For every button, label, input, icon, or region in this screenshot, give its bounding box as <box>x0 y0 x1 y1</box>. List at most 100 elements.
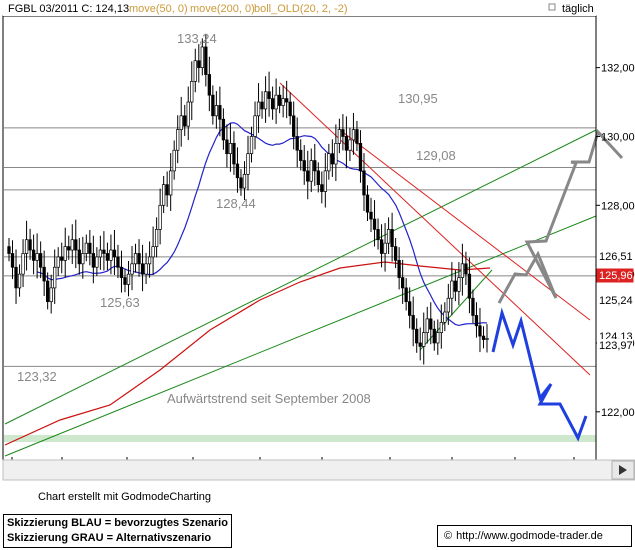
candle <box>77 238 81 275</box>
candle <box>56 247 60 277</box>
candle-body <box>408 301 412 316</box>
candle <box>10 240 15 280</box>
candle <box>439 304 443 349</box>
candle-body <box>31 249 36 261</box>
candle <box>190 61 194 121</box>
candle-body <box>151 246 155 258</box>
candle <box>408 287 412 329</box>
candle <box>467 257 472 314</box>
candle <box>436 319 440 355</box>
candle <box>327 143 331 180</box>
candle <box>386 217 391 255</box>
candle <box>253 101 257 150</box>
candle-body <box>422 332 426 347</box>
candle-body <box>137 253 141 265</box>
moving-averages <box>4 122 491 446</box>
copyright-icon: © <box>444 530 453 542</box>
candle-body <box>404 287 408 303</box>
candle <box>302 145 306 185</box>
candle <box>116 244 120 279</box>
candle-body <box>105 253 110 261</box>
candle-body <box>98 249 103 258</box>
scrollbar[interactable] <box>2 459 635 481</box>
candle <box>429 302 433 345</box>
indicator-move200: move(200, 0) <box>190 3 255 15</box>
y-tick-label: 132,00 <box>601 63 635 75</box>
candle <box>432 320 436 351</box>
candle <box>74 219 78 269</box>
candle-body <box>313 160 317 172</box>
candle-body <box>369 211 373 220</box>
candle <box>53 249 57 304</box>
candle <box>7 238 11 262</box>
candle-body <box>197 60 201 68</box>
candle <box>450 262 454 316</box>
candle-body <box>21 253 25 275</box>
candle-body <box>179 115 183 130</box>
candle <box>144 252 148 284</box>
level-label: 130,95 <box>398 91 438 106</box>
price-tag: 125,24 <box>597 294 633 307</box>
level-labels: 133,24 130,95 129,08 128,44 125,63 123,32 <box>17 31 456 384</box>
candle-body <box>193 60 197 82</box>
candle <box>362 153 366 211</box>
candle <box>358 130 363 183</box>
candle-body <box>285 98 289 103</box>
candle-body <box>365 194 370 213</box>
candle-body <box>306 170 310 182</box>
candle-body <box>439 321 443 334</box>
candles <box>7 33 489 365</box>
blue-scenario-path <box>491 307 588 442</box>
candle <box>67 235 71 260</box>
candle <box>267 71 271 117</box>
downtrend-line-lower <box>339 129 591 321</box>
candle <box>151 226 155 275</box>
candle <box>119 250 124 293</box>
candle-body <box>400 277 405 289</box>
candle-body <box>263 91 268 110</box>
candle-body <box>478 325 482 337</box>
candle-body <box>81 253 85 265</box>
candle-body <box>228 142 233 155</box>
candle <box>281 85 285 118</box>
candle-body <box>95 256 99 268</box>
candle-body <box>214 105 219 117</box>
candle-body <box>102 249 106 254</box>
candle-body <box>292 115 296 137</box>
candle <box>330 139 335 177</box>
price-tag-bg <box>597 294 633 307</box>
chart-credit: Chart erstellt mit GodmodeCharting <box>38 491 212 503</box>
candle-body <box>28 239 32 251</box>
candle <box>197 44 201 83</box>
website-link[interactable]: © http://www.godmode-trader.de <box>437 525 632 547</box>
candle-body <box>299 149 303 161</box>
candle-body <box>376 229 380 241</box>
candle-body <box>485 338 489 340</box>
candle <box>246 135 250 191</box>
candle-body <box>169 170 173 196</box>
scenario-legend: Skizzierung BLAU = bevorzugtes Szenario … <box>3 514 232 548</box>
candle <box>263 76 268 123</box>
candle <box>460 243 465 296</box>
price-tag-label: 125,96 <box>599 270 633 282</box>
candle <box>285 80 289 119</box>
candle <box>14 249 18 304</box>
candle-body <box>109 249 113 261</box>
candle <box>443 302 447 332</box>
candle-body <box>249 136 254 155</box>
candle-body <box>172 149 176 172</box>
plot-area <box>2 15 597 461</box>
symbol-info: FGBL 03/2011 C: 124,13 <box>8 3 129 15</box>
price-tag-bg <box>596 268 634 283</box>
candle-body <box>418 342 422 347</box>
candle-body <box>154 229 159 247</box>
candle-body <box>225 139 229 155</box>
candle <box>102 231 106 271</box>
website-url[interactable]: http://www.godmode-trader.de <box>456 530 603 542</box>
candle <box>63 227 67 278</box>
candle-body <box>158 204 162 230</box>
candle <box>474 302 479 338</box>
candle <box>292 101 296 150</box>
candle <box>158 188 162 245</box>
candle-body <box>232 142 236 165</box>
